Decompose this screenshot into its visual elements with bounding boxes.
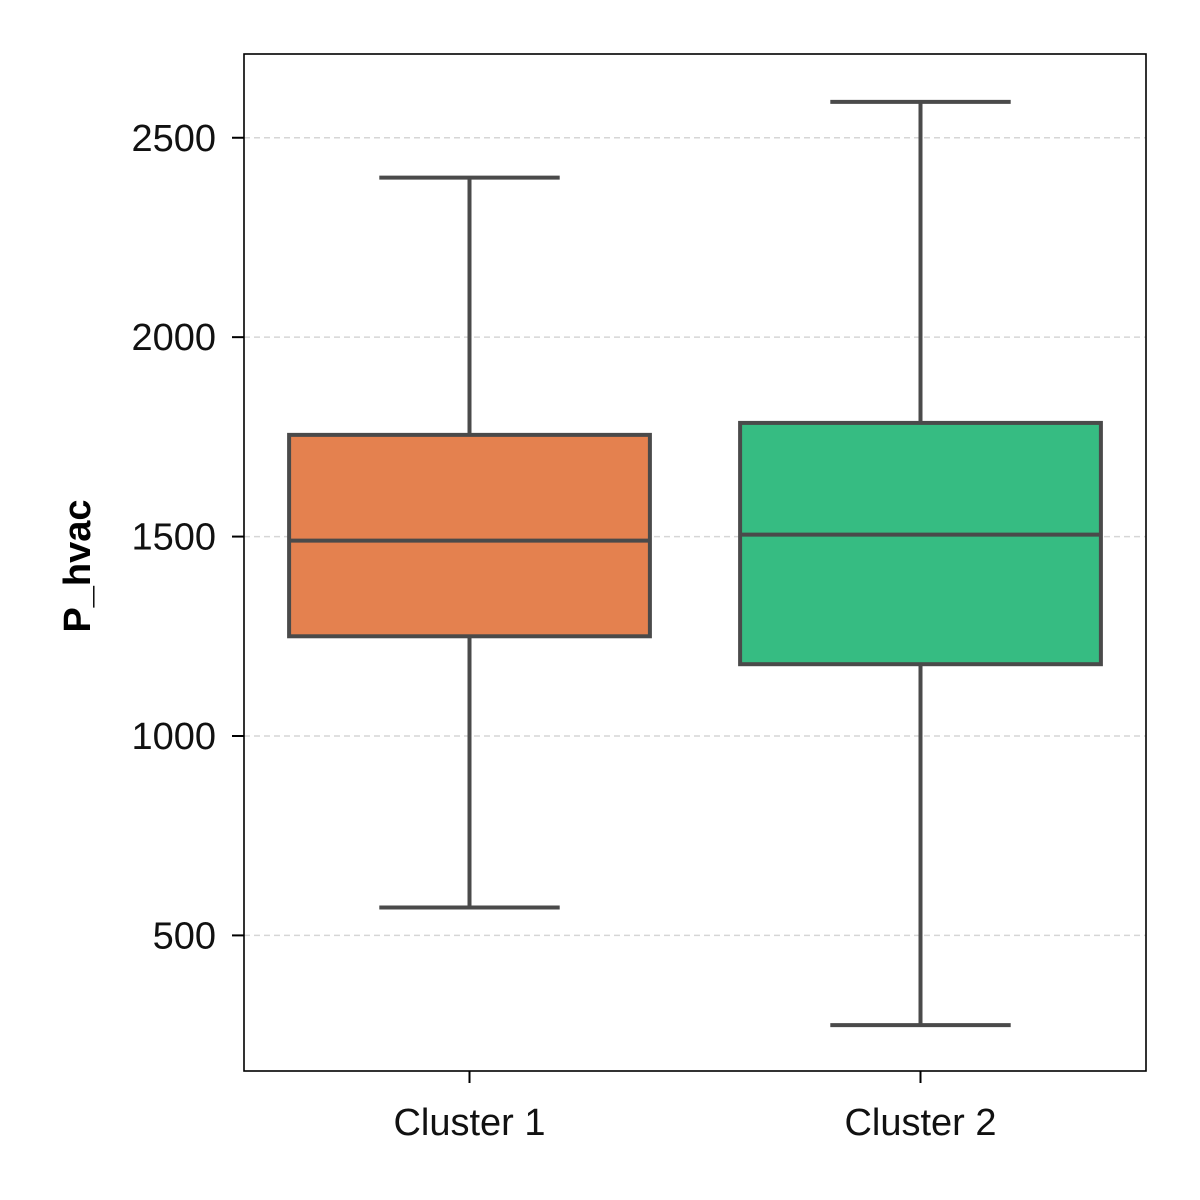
- y-tick-label: 500: [153, 915, 216, 957]
- box-group-1: [287, 175, 652, 910]
- y-tick-label: 1500: [131, 517, 216, 559]
- box-group-2: [738, 99, 1103, 1028]
- x-axis-ticks: Cluster 1 Cluster 2: [393, 1071, 997, 1144]
- y-tick-label: 1000: [131, 716, 216, 758]
- boxes: [287, 99, 1103, 1028]
- y-axis-ticks: 500 1000 1500 2000 2500: [131, 118, 244, 957]
- y-tick-label: 2000: [131, 317, 216, 359]
- x-tick-label: Cluster 2: [844, 1102, 996, 1144]
- y-tick-label: 2500: [131, 118, 216, 160]
- x-tick-label: Cluster 1: [393, 1102, 545, 1144]
- iqr-box: [738, 420, 1103, 667]
- plot-area-frame: [243, 53, 1147, 1072]
- y-axis-label: P_hvac: [57, 499, 99, 632]
- iqr-box: [287, 432, 652, 639]
